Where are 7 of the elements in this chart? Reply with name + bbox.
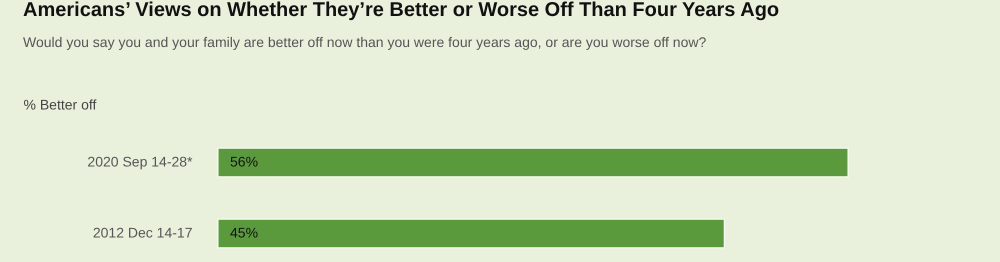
chart-subtitle: Would you say you and your family are better off now than you were four years ago, or are you worse off now? xyxy=(23,34,706,50)
data-label: 56% xyxy=(230,154,258,170)
y-tick-label: 2012 Dec 14-17 xyxy=(92,224,193,240)
y-tick-label: 2020 Sep 14-28* xyxy=(87,154,194,170)
chart-title: Americans’ Views on Whether They’re Better or Worse Off Than Four Years Ago xyxy=(23,0,780,21)
data-label: 45% xyxy=(230,224,258,240)
x-axis-title: % Better off xyxy=(24,96,96,112)
